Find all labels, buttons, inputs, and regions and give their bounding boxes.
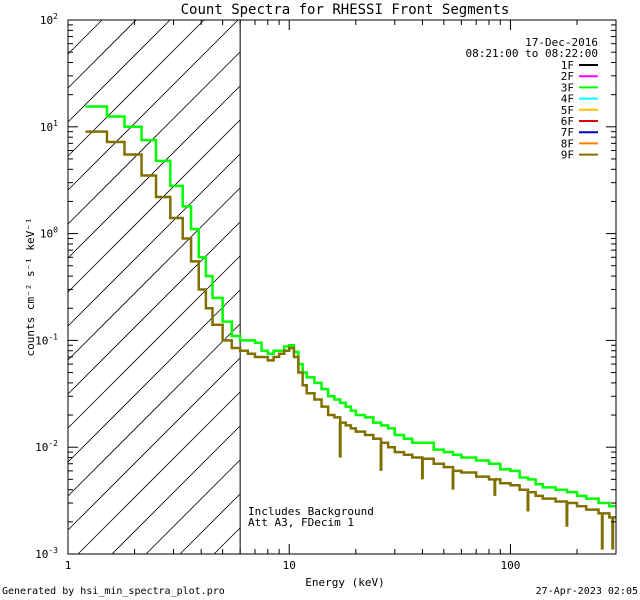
legend-label-7F: 7F [561, 126, 574, 139]
chart-title: Count Spectra for RHESSI Front Segments [181, 2, 510, 18]
annotation-background: Includes Background [248, 505, 374, 518]
x-tick-label: 100 [501, 559, 521, 572]
series-group [85, 105, 616, 550]
plot-frame [67, 19, 617, 555]
x-tick-label: 10 [283, 559, 296, 572]
date-label: 17-Dec-2016 [525, 36, 598, 49]
legend-label-1F: 1F [561, 59, 574, 72]
y-tick-label: 10-3 [35, 546, 58, 561]
legend-label-4F: 4F [561, 93, 574, 106]
axis-ticks: 1 10 100 102 101 100 10-1 10-2 10-3 [35, 12, 617, 572]
legend-label-5F: 5F [561, 104, 574, 117]
y-tick-label: 101 [40, 119, 58, 134]
hatch-lines [67, 19, 241, 555]
x-axis-label: Energy (keV) [305, 576, 384, 589]
timestamp-footer: 27-Apr-2023 02:05 [536, 586, 638, 597]
legend-label-2F: 2F [561, 70, 574, 83]
time-range-label: 08:21:00 to 08:22:00 [466, 47, 598, 60]
annotation-attenuator: Att A3, FDecim 1 [248, 516, 354, 529]
legend-label-3F: 3F [561, 81, 574, 94]
legend-label-8F: 8F [561, 137, 574, 150]
attenuator-hatched-region [67, 19, 241, 555]
legend-label-9F: 9F [561, 149, 574, 162]
y-axis-label: counts cm⁻² s⁻¹ keV⁻¹ [24, 217, 37, 356]
legend-label-6F: 6F [561, 115, 574, 128]
y-tick-label: 100 [40, 226, 58, 241]
y-tick-label: 102 [40, 12, 58, 27]
y-tick-label: 10-2 [35, 439, 58, 454]
series-9F-line [85, 130, 616, 519]
x-tick-label: 1 [65, 559, 72, 572]
y-tick-label: 10-1 [35, 332, 58, 347]
series-3F-line [85, 105, 616, 508]
generated-by-footer: Generated by hsi_min_spectra_plot.pro [2, 586, 225, 597]
